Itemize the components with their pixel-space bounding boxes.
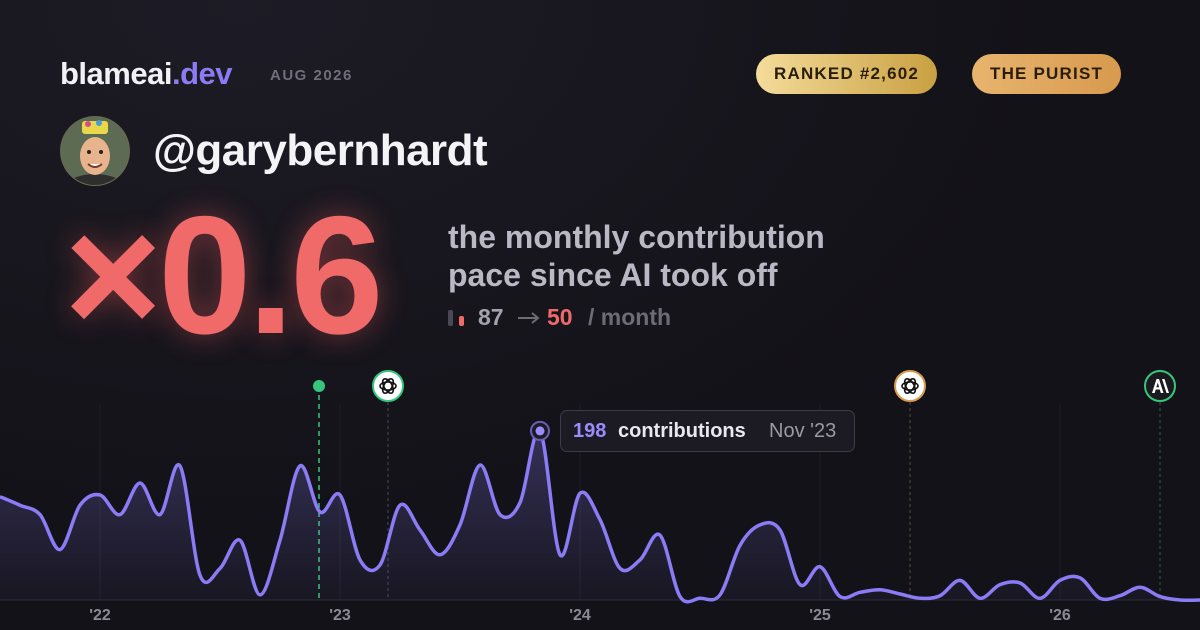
tooltip-date: Nov '23 xyxy=(769,420,837,442)
after-value: 50 xyxy=(547,304,573,330)
brand-suffix: .dev xyxy=(171,56,233,91)
title-badge: THE PURIST xyxy=(972,54,1122,94)
x-tick-label: '25 xyxy=(809,607,831,624)
anthropic-icon xyxy=(1144,370,1176,402)
date: AUG 2026 xyxy=(270,67,353,84)
area xyxy=(0,430,1200,602)
brand: blameai.dev xyxy=(60,56,232,92)
highlight-point xyxy=(535,426,545,436)
x-tick-label: '24 xyxy=(569,607,591,624)
before-value: 87 xyxy=(478,304,504,330)
event-dot xyxy=(313,380,325,392)
line xyxy=(0,428,1200,604)
tooltip-label: contributions xyxy=(618,420,746,442)
multiplier: ×0.6 xyxy=(64,181,384,369)
x-tick-label: '23 xyxy=(329,607,351,624)
rank-badge: RANKED #2,602 xyxy=(756,54,938,94)
x-tick-label: '26 xyxy=(1049,607,1071,624)
tooltip xyxy=(560,410,855,452)
handle: @garybernhardt xyxy=(153,126,488,175)
x-tick-label: '22 xyxy=(89,607,111,624)
arrow xyxy=(518,312,540,324)
openai-icon xyxy=(372,370,404,402)
description: pace since AI took off xyxy=(448,257,778,293)
tooltip-value: 198 xyxy=(573,420,607,442)
avatar xyxy=(60,116,130,186)
stat-bars xyxy=(448,310,464,326)
brand-name: blameai xyxy=(60,56,172,91)
description: the monthly contribution xyxy=(448,219,825,255)
openai-icon xyxy=(894,370,926,402)
unit: / month xyxy=(588,304,672,330)
